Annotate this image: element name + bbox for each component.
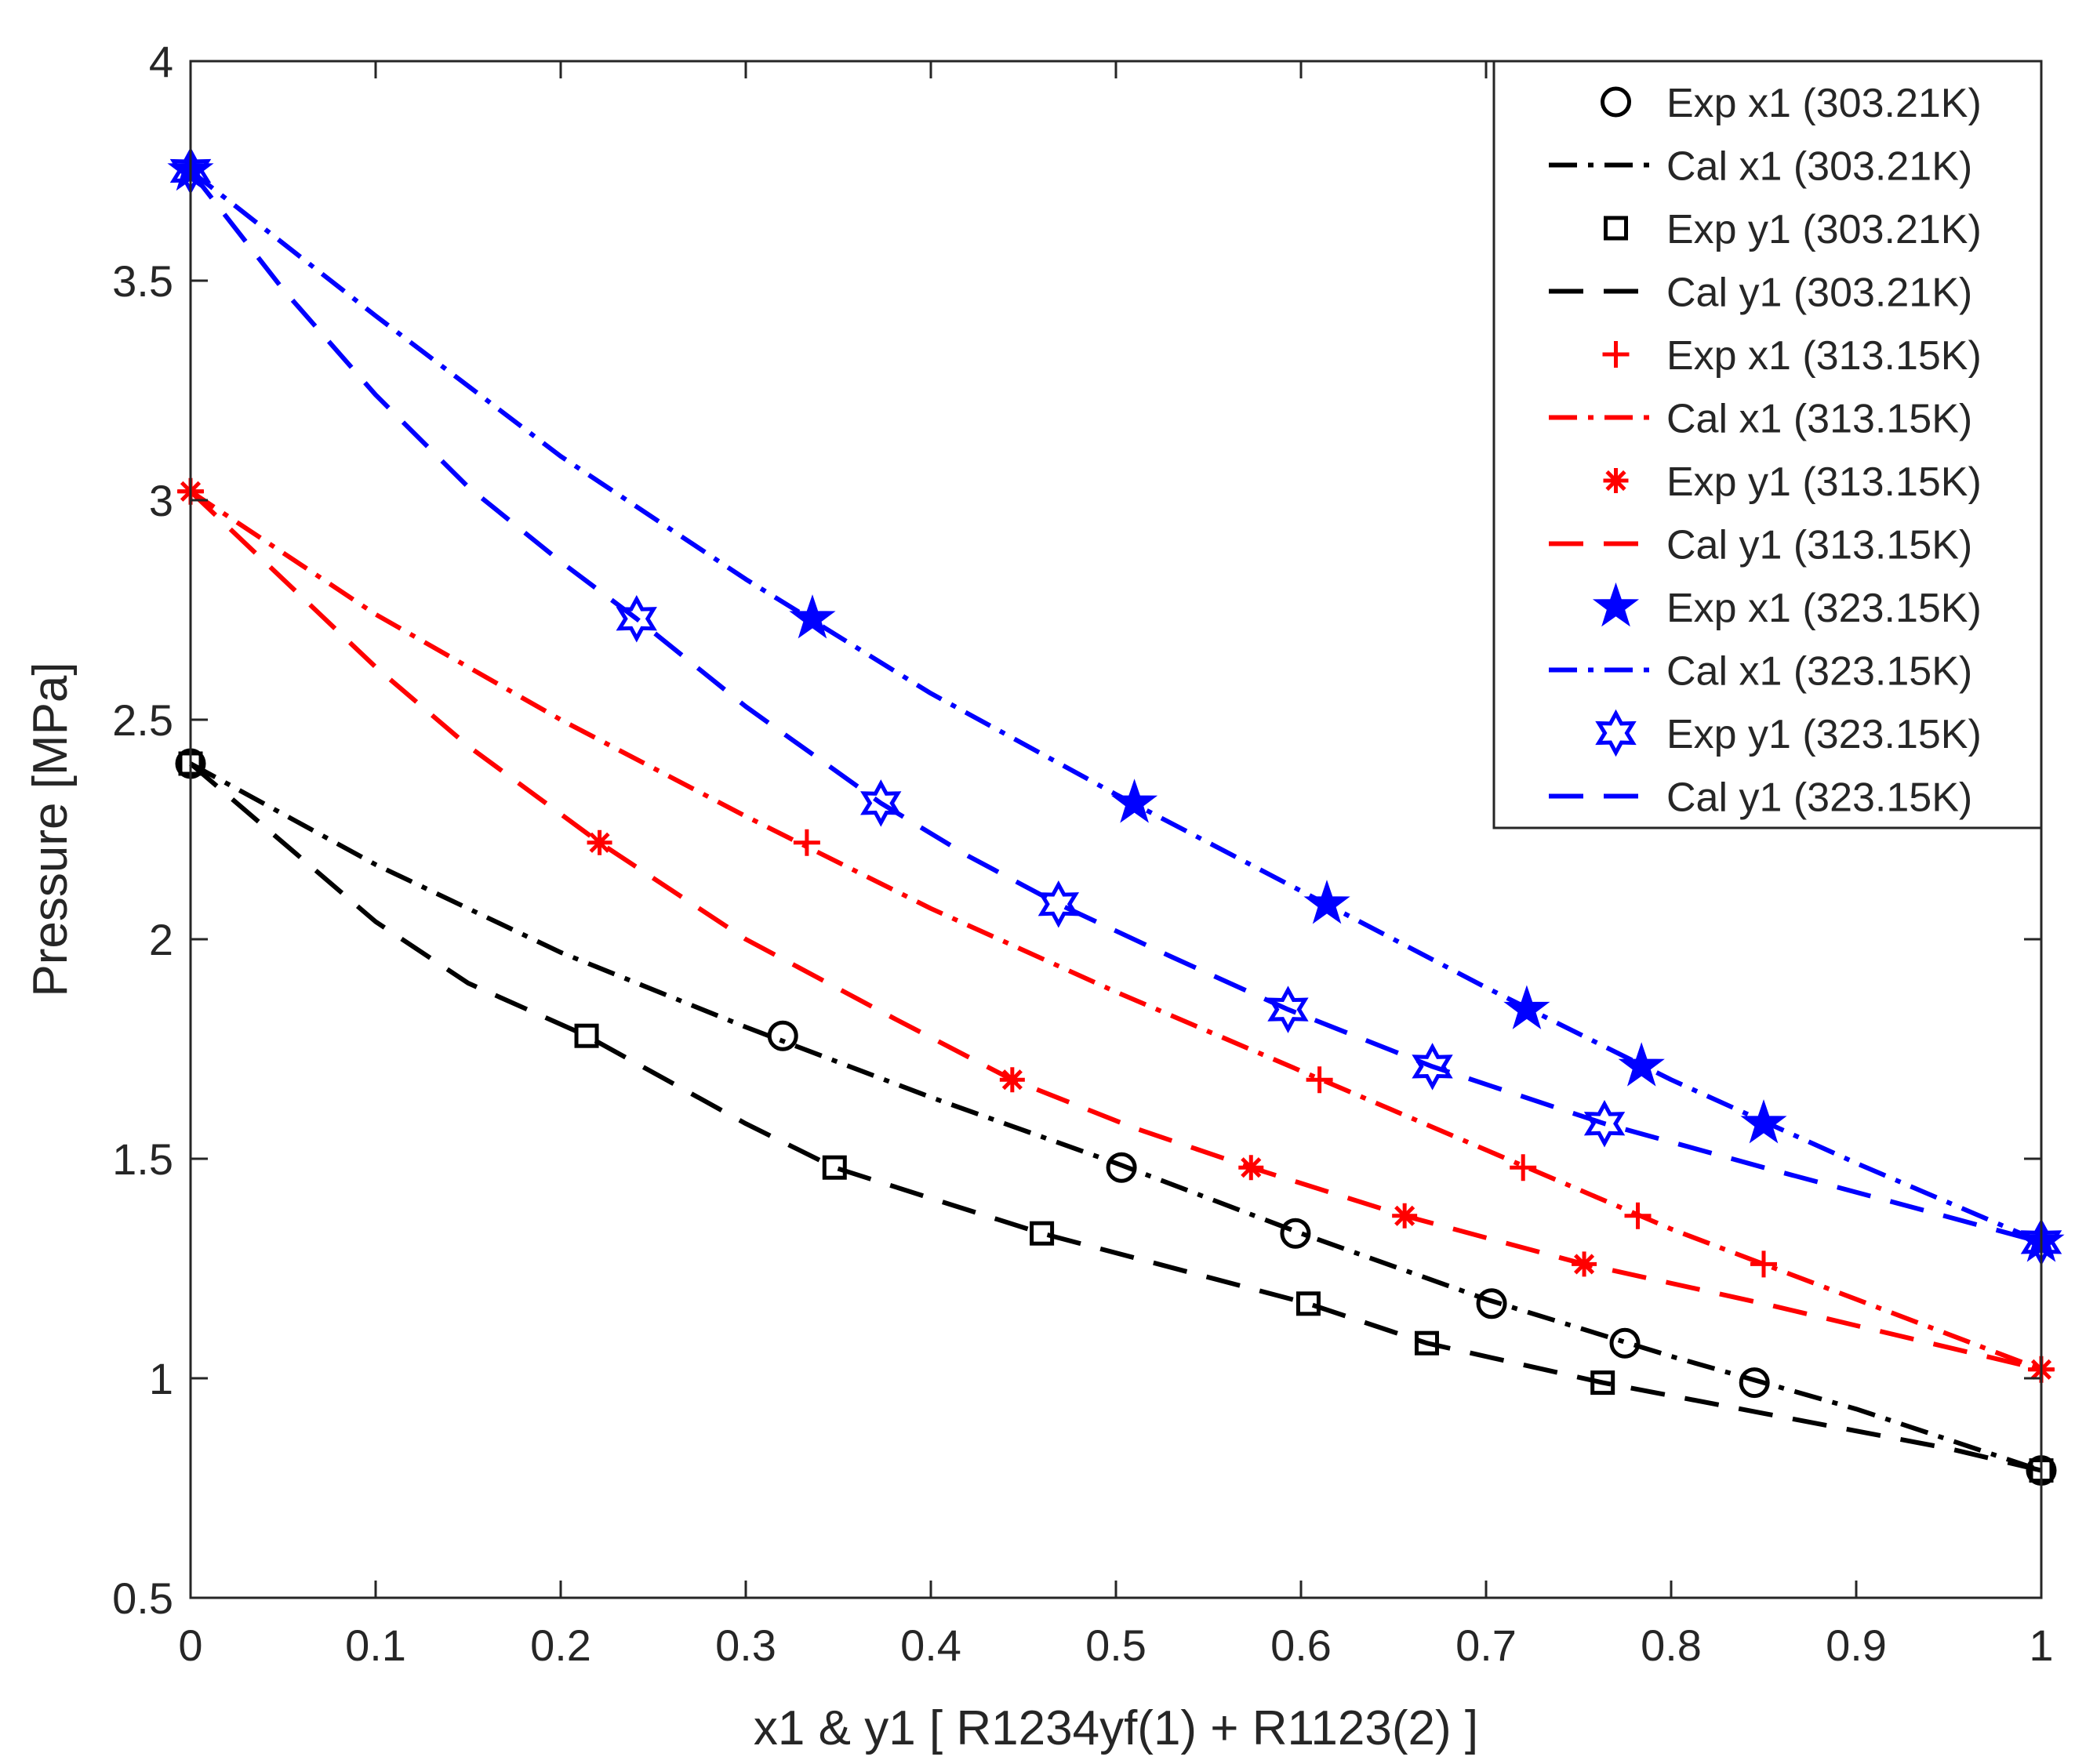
marker-hexagram <box>616 594 657 643</box>
y-tick-label: 3.5 <box>112 256 173 306</box>
legend: Exp x1 (303.21K) Cal x1 (303.21K) Exp y1 (… <box>1492 60 2043 829</box>
series-line <box>189 761 2042 1473</box>
legend-label: Exp x1 (303.21K) <box>1666 81 1982 126</box>
marker-plus <box>1602 341 1630 368</box>
series-line <box>189 761 2042 1473</box>
series-cal-x1-303-21k <box>189 761 2042 1473</box>
x-tick-label: 0.5 <box>1085 1621 1147 1670</box>
y-tick-label: 1 <box>149 1354 173 1403</box>
marker-square <box>1296 1291 1321 1316</box>
marker-plus <box>793 829 820 856</box>
legend-entry: Cal y1 (313.15K) <box>1549 523 1972 568</box>
y-tick-label: 3 <box>149 476 173 525</box>
legend-box <box>1492 60 2043 829</box>
marker-square <box>574 1023 599 1048</box>
legend-entry: Cal y1 (303.21K) <box>1549 270 1972 316</box>
marker-circle <box>1280 1218 1311 1249</box>
y-tick-label: 4 <box>149 37 173 86</box>
series-line <box>189 169 2043 1245</box>
legend-label: Cal y1 (313.15K) <box>1666 523 1972 568</box>
marker-circle <box>1609 1327 1641 1359</box>
marker-square <box>822 1155 847 1180</box>
marker-asterisk <box>1603 468 1629 493</box>
series-cal-y1-323-15k <box>188 169 2042 1245</box>
legend-entry: Exp x1 (323.15K) <box>1592 582 1982 631</box>
series-layer <box>167 146 2065 1486</box>
legend-entry: Exp x1 (313.15K) <box>1602 333 1982 379</box>
legend-label: Cal y1 (323.15K) <box>1666 775 1972 821</box>
marker-circle <box>1106 1152 1137 1183</box>
marker-plus <box>1750 1250 1777 1278</box>
legend-entry: Exp y1 (303.21K) <box>1604 207 1982 252</box>
legend-label: Exp y1 (323.15K) <box>1666 712 1982 757</box>
x-tick-label: 0.6 <box>1270 1621 1332 1670</box>
x-tick-label: 0.9 <box>1826 1621 1887 1670</box>
legend-label: Exp y1 (303.21K) <box>1666 207 1982 252</box>
legend-entry: Exp y1 (313.15K) <box>1603 459 1982 505</box>
marker-square <box>1604 216 1628 241</box>
legend-entry: Exp y1 (323.15K) <box>1595 709 1982 757</box>
ticks-layer: 0 0.1 0.2 0.3 0.4 0.5 0.6 0.7 0.8 0.9 1 0.5 1 1.5 2 2.5… <box>112 37 2053 1670</box>
legend-entry: Cal x1 (313.15K) <box>1549 397 1972 442</box>
x-tick-label: 0 <box>178 1621 202 1670</box>
legend-label: Cal y1 (303.21K) <box>1666 270 1972 316</box>
legend-entry: Cal x1 (323.15K) <box>1549 649 1972 695</box>
y-tick-label: 2.5 <box>112 695 173 745</box>
x-tick-label: 0.7 <box>1455 1621 1517 1670</box>
marker-star5 <box>1592 582 1640 627</box>
legend-entry: Cal x1 (303.21K) <box>1549 144 1972 190</box>
marker-square <box>1030 1221 1055 1246</box>
series-cal-y1-313-15k <box>188 489 2042 1372</box>
series-cal-y1-303-21k <box>189 761 2042 1473</box>
marker-hexagram <box>1412 1043 1453 1091</box>
y-axis-label: Pressure [MPa] <box>24 662 78 996</box>
series-cal-x1-323-15k <box>189 169 2043 1245</box>
legend-label: Cal x1 (303.21K) <box>1666 144 1972 190</box>
x-axis-label: x1 & y1 [ R1234yf(1) + R1123(2) ] <box>754 1701 1478 1755</box>
legend-entry: Cal y1 (323.15K) <box>1549 775 1972 821</box>
marker-plus <box>1306 1066 1333 1094</box>
marker-hexagram <box>1583 1099 1626 1148</box>
marker-asterisk <box>587 829 612 855</box>
x-tick-label: 0.8 <box>1641 1621 1702 1670</box>
series-line <box>188 169 2042 1245</box>
marker-circle <box>1601 86 1631 118</box>
marker-hexagram <box>860 779 902 827</box>
y-tick-label: 2 <box>149 915 173 964</box>
marker-circle <box>1476 1288 1507 1319</box>
legend-label: Cal x1 (323.15K) <box>1666 649 1972 695</box>
y-tick-label: 1.5 <box>112 1134 173 1184</box>
legend-label: Cal x1 (313.15K) <box>1666 397 1972 442</box>
x-tick-label: 0.1 <box>345 1621 406 1670</box>
legend-entry: Exp x1 (303.21K) <box>1601 81 1982 126</box>
legend-label: Exp x1 (313.15K) <box>1666 333 1982 379</box>
x-tick-label: 0.2 <box>530 1621 591 1670</box>
y-tick-label: 0.5 <box>112 1573 173 1623</box>
series-line <box>188 489 2042 1372</box>
legend-label: Exp x1 (323.15K) <box>1666 586 1982 631</box>
x-tick-label: 0.4 <box>900 1621 961 1670</box>
marker-hexagram <box>1595 709 1637 757</box>
x-tick-label: 1 <box>2029 1621 2053 1670</box>
x-tick-label: 0.3 <box>715 1621 776 1670</box>
legend-label: Exp y1 (313.15K) <box>1666 459 1982 505</box>
